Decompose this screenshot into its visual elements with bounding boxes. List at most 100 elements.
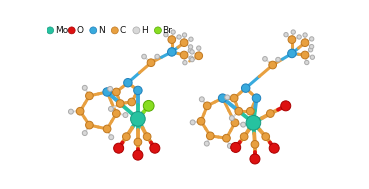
Circle shape	[188, 48, 193, 53]
Circle shape	[252, 94, 261, 102]
Circle shape	[86, 92, 93, 100]
Circle shape	[123, 113, 128, 118]
Circle shape	[227, 143, 232, 148]
Circle shape	[76, 107, 84, 115]
Circle shape	[150, 143, 160, 153]
Circle shape	[288, 36, 296, 43]
Circle shape	[131, 112, 145, 126]
Circle shape	[103, 125, 111, 133]
Text: H: H	[141, 26, 148, 35]
Circle shape	[276, 57, 280, 62]
Circle shape	[204, 141, 209, 146]
Circle shape	[114, 143, 124, 153]
Circle shape	[218, 94, 227, 102]
Circle shape	[308, 48, 313, 52]
Circle shape	[90, 27, 97, 34]
Circle shape	[190, 57, 194, 62]
Circle shape	[82, 131, 87, 136]
Circle shape	[251, 140, 259, 148]
Circle shape	[190, 50, 194, 54]
Circle shape	[235, 107, 243, 115]
Circle shape	[124, 78, 132, 87]
Circle shape	[197, 117, 205, 125]
Circle shape	[199, 97, 204, 102]
Circle shape	[195, 52, 203, 60]
Circle shape	[288, 49, 296, 58]
Circle shape	[108, 86, 113, 91]
Text: N: N	[98, 26, 105, 35]
Circle shape	[111, 27, 118, 34]
Circle shape	[284, 33, 288, 37]
Circle shape	[189, 45, 193, 49]
Circle shape	[263, 57, 267, 61]
Circle shape	[223, 134, 230, 142]
Text: C: C	[120, 26, 126, 35]
Circle shape	[103, 88, 111, 96]
Circle shape	[168, 36, 176, 43]
Circle shape	[189, 56, 193, 60]
Circle shape	[241, 84, 250, 92]
Circle shape	[250, 154, 260, 164]
Circle shape	[269, 61, 276, 69]
Circle shape	[143, 133, 151, 140]
Text: O: O	[76, 26, 83, 35]
Circle shape	[155, 27, 161, 34]
Circle shape	[291, 30, 296, 34]
Circle shape	[182, 33, 187, 37]
Circle shape	[86, 121, 93, 129]
Circle shape	[142, 54, 146, 59]
Circle shape	[134, 138, 142, 146]
Circle shape	[113, 110, 120, 117]
Circle shape	[69, 109, 73, 114]
Circle shape	[262, 133, 270, 140]
Circle shape	[133, 27, 140, 34]
Circle shape	[82, 85, 87, 90]
Circle shape	[155, 54, 159, 59]
Circle shape	[190, 120, 195, 125]
Circle shape	[180, 51, 188, 59]
Circle shape	[108, 106, 113, 111]
Circle shape	[266, 110, 274, 117]
Circle shape	[123, 133, 130, 140]
Circle shape	[303, 33, 307, 37]
Circle shape	[230, 116, 234, 121]
Circle shape	[180, 39, 188, 46]
Circle shape	[134, 86, 142, 95]
Circle shape	[68, 27, 75, 34]
Circle shape	[183, 60, 187, 65]
Circle shape	[231, 143, 241, 152]
Circle shape	[231, 119, 239, 127]
Circle shape	[206, 132, 214, 140]
Circle shape	[301, 51, 309, 59]
Circle shape	[297, 35, 301, 39]
Circle shape	[128, 98, 135, 106]
Circle shape	[197, 46, 201, 50]
Circle shape	[225, 95, 230, 100]
Circle shape	[189, 37, 193, 41]
Circle shape	[241, 122, 246, 127]
Circle shape	[246, 115, 261, 130]
Circle shape	[164, 33, 168, 37]
Circle shape	[143, 100, 154, 111]
Text: Br: Br	[163, 26, 172, 35]
Circle shape	[310, 37, 314, 41]
Circle shape	[168, 48, 176, 56]
Circle shape	[281, 101, 291, 111]
Circle shape	[109, 135, 114, 140]
Text: Mo: Mo	[55, 26, 68, 35]
Circle shape	[113, 88, 120, 96]
Circle shape	[46, 27, 54, 34]
Circle shape	[301, 39, 309, 46]
Circle shape	[310, 44, 314, 49]
Circle shape	[269, 143, 279, 153]
Circle shape	[116, 100, 124, 107]
Circle shape	[133, 150, 143, 160]
Circle shape	[246, 107, 254, 115]
Circle shape	[240, 133, 248, 140]
Circle shape	[203, 102, 211, 110]
Circle shape	[305, 60, 309, 65]
Circle shape	[230, 94, 238, 102]
Circle shape	[310, 55, 314, 59]
Circle shape	[171, 30, 175, 34]
Circle shape	[147, 59, 155, 67]
